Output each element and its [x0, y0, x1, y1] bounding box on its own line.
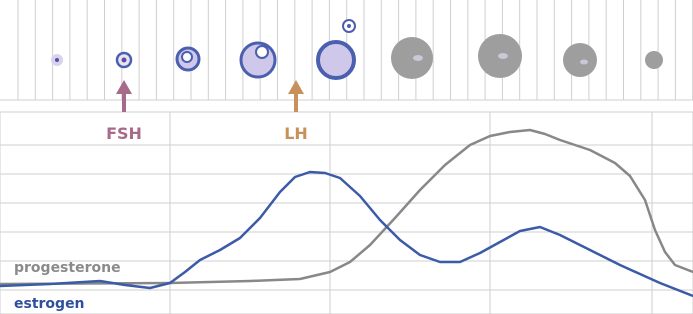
follicle-core: [182, 52, 192, 62]
arrow-label: LH: [284, 124, 308, 143]
corpus-luteum: [563, 43, 597, 77]
arrow-head: [116, 80, 132, 94]
corpus-luteum: [391, 37, 433, 79]
follicle-core: [256, 46, 268, 58]
arrow-label: FSH: [106, 124, 142, 143]
curve-label: estrogen: [14, 296, 85, 312]
oocyte-core: [347, 24, 351, 28]
estrogen-curve: [0, 172, 693, 296]
follicle-core: [55, 58, 59, 62]
cycle-diagram: FSH LH progesterone estrogen: [0, 0, 693, 314]
corpus-albicans: [645, 51, 663, 69]
follicle: [318, 42, 354, 78]
corpus-core: [580, 60, 588, 65]
corpus-core: [498, 53, 508, 59]
curve-label: progesterone: [14, 260, 121, 276]
follicle-core: [122, 58, 127, 63]
arrow-head: [288, 80, 304, 94]
corpus-core: [413, 55, 423, 61]
